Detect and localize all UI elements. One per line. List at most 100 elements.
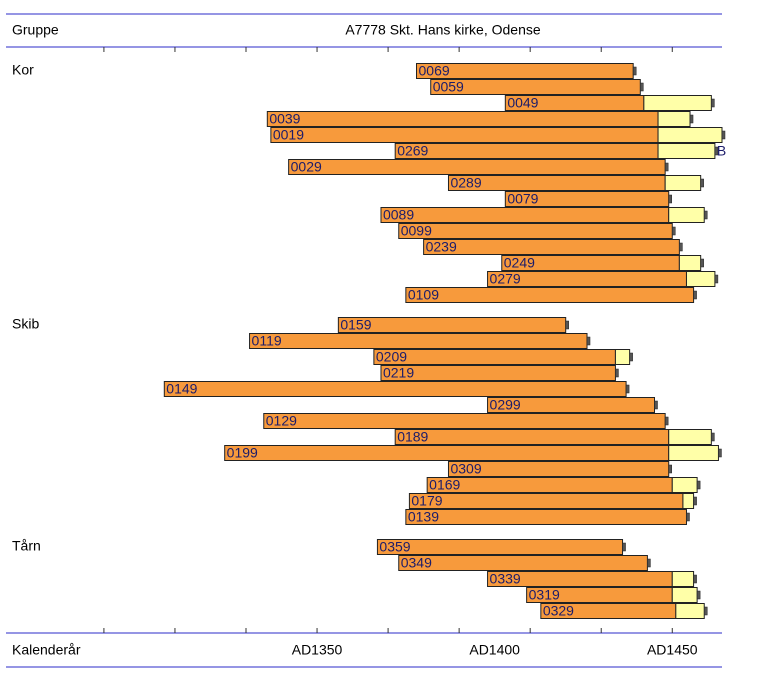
end-cap: [711, 432, 715, 442]
end-cap: [622, 542, 626, 552]
bar-label: 0049: [507, 95, 538, 111]
end-cap: [693, 290, 697, 300]
heartwood-bar: [380, 365, 616, 381]
sapwood-bar: [657, 127, 723, 143]
sapwood-bar: [671, 477, 698, 493]
end-cap: [668, 194, 672, 204]
bar-label: 0339: [490, 571, 521, 587]
x-tick-label: AD1400: [469, 642, 520, 658]
end-cap: [721, 130, 726, 140]
end-cap: [718, 448, 722, 458]
bar-label: 0299: [490, 397, 521, 413]
end-cap: [689, 114, 694, 124]
end-cap: [686, 512, 690, 522]
bar-label: 0289: [450, 175, 481, 191]
heartwood-bar: [423, 239, 680, 255]
heartwood-bar: [376, 539, 624, 555]
sapwood-bar: [614, 349, 631, 365]
bar-label: 0249: [504, 255, 535, 271]
end-cap: [565, 320, 569, 330]
x-tick-label: AD1450: [647, 642, 698, 658]
bar-label: 0059: [433, 79, 464, 95]
sapwood-bar: [671, 571, 695, 587]
heartwood-bar: [394, 143, 659, 159]
heartwood-bar: [398, 223, 673, 239]
end-cap: [647, 558, 651, 568]
heartwood-bar: [263, 413, 666, 429]
sapwood-bar: [671, 587, 698, 603]
bar-label: 0179: [411, 493, 442, 509]
end-cap: [615, 368, 619, 378]
end-cap: [586, 336, 591, 346]
heartwood-bar: [270, 127, 659, 143]
heartwood-bar: [398, 555, 648, 571]
sapwood-bar: [664, 175, 702, 191]
end-cap: [640, 82, 644, 92]
heartwood-bar: [288, 159, 666, 175]
heartwood-bar: [426, 477, 673, 493]
end-cap: [696, 480, 701, 490]
end-cap: [700, 178, 704, 188]
end-cap: [654, 400, 658, 410]
bar-label: 0329: [543, 603, 574, 619]
end-cap: [668, 464, 672, 474]
end-cap: [714, 146, 719, 156]
end-cap: [703, 210, 708, 220]
sapwood-bar: [685, 271, 716, 287]
bar-label: 0029: [291, 159, 322, 175]
heartwood-bar: [249, 333, 588, 349]
bar-label: 0189: [397, 429, 428, 445]
sapwood-bar: [682, 493, 695, 509]
end-cap: [700, 258, 704, 268]
end-cap: [693, 574, 697, 584]
end-cap: [703, 606, 708, 616]
sapwood-bar: [643, 95, 712, 111]
end-cap: [664, 416, 669, 426]
chart-title: A7778 Skt. Hans kirke, Odense: [345, 22, 541, 38]
bar-label: 0079: [507, 191, 538, 207]
bar-note: B: [717, 143, 726, 159]
heartwood-bar: [380, 207, 670, 223]
bar-label: 0239: [426, 239, 457, 255]
bar-label: 0089: [383, 207, 414, 223]
bar-label: 0129: [266, 413, 297, 429]
end-cap: [693, 496, 697, 506]
bar-label: 0119: [252, 333, 282, 349]
end-cap: [625, 384, 630, 394]
end-cap: [672, 226, 676, 236]
bar-label: 0279: [490, 271, 521, 287]
heartwood-bar: [373, 349, 616, 365]
end-cap: [714, 274, 719, 284]
bar-label: 0349: [401, 555, 432, 571]
end-cap: [696, 590, 701, 600]
end-cap: [629, 352, 633, 362]
bar-label: 0069: [419, 63, 450, 79]
sapwood-bar: [657, 111, 691, 127]
sapwood-bar: [657, 143, 716, 159]
bar-label: 0359: [379, 539, 410, 555]
bar-label: 0199: [227, 445, 258, 461]
bar-label: 0169: [429, 477, 460, 493]
group-label: Tårn: [12, 538, 41, 554]
bar-label: 0099: [401, 223, 432, 239]
heartwood-bar: [405, 287, 695, 303]
end-cap: [664, 162, 669, 172]
heartwood-bar: [163, 381, 627, 397]
header-label: Gruppe: [12, 22, 59, 38]
bar-label: 0019: [273, 127, 304, 143]
heartwood-bar: [408, 493, 684, 509]
bar-label: 0319: [529, 587, 560, 603]
heartwood-bar: [266, 111, 659, 127]
heartwood-bar: [405, 509, 687, 525]
sapwood-bar: [668, 207, 705, 223]
end-cap: [632, 66, 637, 76]
footer-label: Kalenderår: [12, 642, 81, 658]
bar-label: 0039: [269, 111, 300, 127]
heartwood-bar: [224, 445, 670, 461]
bar-label: 0269: [397, 143, 428, 159]
bar-label: 0219: [383, 365, 414, 381]
sapwood-bar: [675, 603, 705, 619]
bar-label: 0209: [376, 349, 407, 365]
group-label: Skib: [12, 316, 39, 332]
